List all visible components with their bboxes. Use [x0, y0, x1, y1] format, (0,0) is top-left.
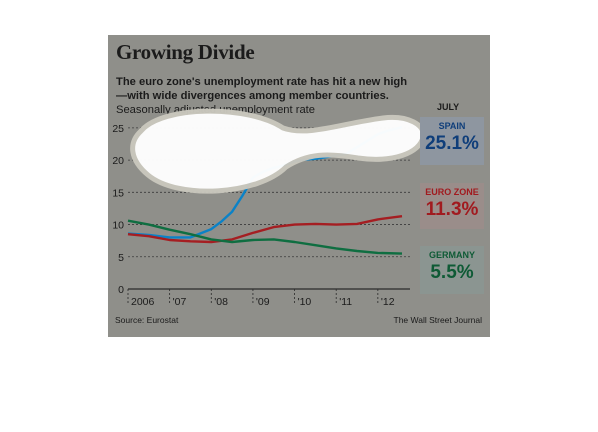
y-tick-label: 20 [112, 155, 124, 167]
x-axis: 2006 '07 '08 '09 '10 '11 '12 [127, 289, 395, 308]
highlight-blob [130, 108, 426, 194]
y-tick-label: 25 [112, 123, 124, 135]
y-tick-label: 10 [112, 220, 124, 232]
y-tick-label: 5 [118, 252, 124, 264]
x-tick-label: '12 [381, 296, 395, 308]
highlight-overlay [130, 108, 426, 194]
x-tick-label: 2006 [131, 296, 155, 308]
y-tick-label: 15 [112, 187, 124, 199]
publisher-credit: The Wall Street Journal [393, 315, 483, 325]
spain-value: 25.1% [425, 133, 479, 154]
x-tick-label: '11 [339, 296, 352, 308]
chart-subtitle: The euro zone's unemployment rate has hi… [116, 76, 408, 102]
eurozone-value-box: EURO ZONE 11.3% [420, 183, 484, 229]
y-tick-label: 0 [118, 284, 124, 296]
source-note: Source: Eurostat [115, 315, 179, 325]
germany-line [127, 219, 403, 255]
y-axis: 0 5 10 15 20 25 [112, 123, 124, 296]
germany-value-box: GERMANY 5.5% [420, 246, 484, 294]
chart-title: Growing Divide [116, 40, 255, 64]
eurozone-value: 11.3% [425, 199, 479, 220]
germany-label: GERMANY [428, 250, 475, 260]
x-tick-label: '09 [256, 296, 270, 308]
x-tick-label: '07 [173, 296, 187, 308]
chart-panel: Growing Divide The euro zone's unemploym… [108, 35, 490, 337]
eurozone-label: EURO ZONE [425, 187, 479, 197]
spain-label: SPAIN [438, 121, 466, 131]
x-tick-label: '08 [214, 296, 228, 308]
germany-value: 5.5% [430, 262, 474, 283]
euro-zone-line [127, 215, 403, 244]
latest-month-label: JULY [437, 102, 460, 112]
x-tick-label: '10 [298, 296, 312, 308]
line-chart: 0 5 10 15 20 25 2006 '07 '08 '09 '10 '11 '12 [112, 108, 426, 308]
spain-value-box: SPAIN 25.1% [420, 117, 484, 165]
